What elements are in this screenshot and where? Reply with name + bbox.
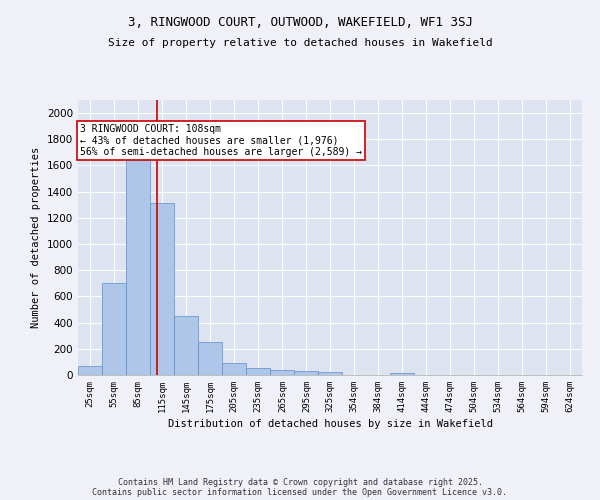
- Bar: [222, 363, 246, 375]
- Text: Size of property relative to detached houses in Wakefield: Size of property relative to detached ho…: [107, 38, 493, 48]
- Text: 3 RINGWOOD COURT: 108sqm
← 43% of detached houses are smaller (1,976)
56% of sem: 3 RINGWOOD COURT: 108sqm ← 43% of detach…: [80, 124, 362, 157]
- Bar: [198, 342, 222, 375]
- Bar: [150, 204, 174, 375]
- Bar: [389, 373, 414, 375]
- Bar: [174, 316, 198, 375]
- Bar: [295, 371, 319, 375]
- Bar: [126, 156, 150, 375]
- Bar: [78, 366, 102, 375]
- Bar: [246, 368, 271, 375]
- Text: 3, RINGWOOD COURT, OUTWOOD, WAKEFIELD, WF1 3SJ: 3, RINGWOOD COURT, OUTWOOD, WAKEFIELD, W…: [128, 16, 473, 29]
- Bar: [319, 372, 341, 375]
- Bar: [271, 370, 295, 375]
- Bar: [102, 284, 126, 375]
- X-axis label: Distribution of detached houses by size in Wakefield: Distribution of detached houses by size …: [167, 419, 493, 429]
- Y-axis label: Number of detached properties: Number of detached properties: [31, 147, 41, 328]
- Text: Contains HM Land Registry data © Crown copyright and database right 2025.
Contai: Contains HM Land Registry data © Crown c…: [92, 478, 508, 497]
